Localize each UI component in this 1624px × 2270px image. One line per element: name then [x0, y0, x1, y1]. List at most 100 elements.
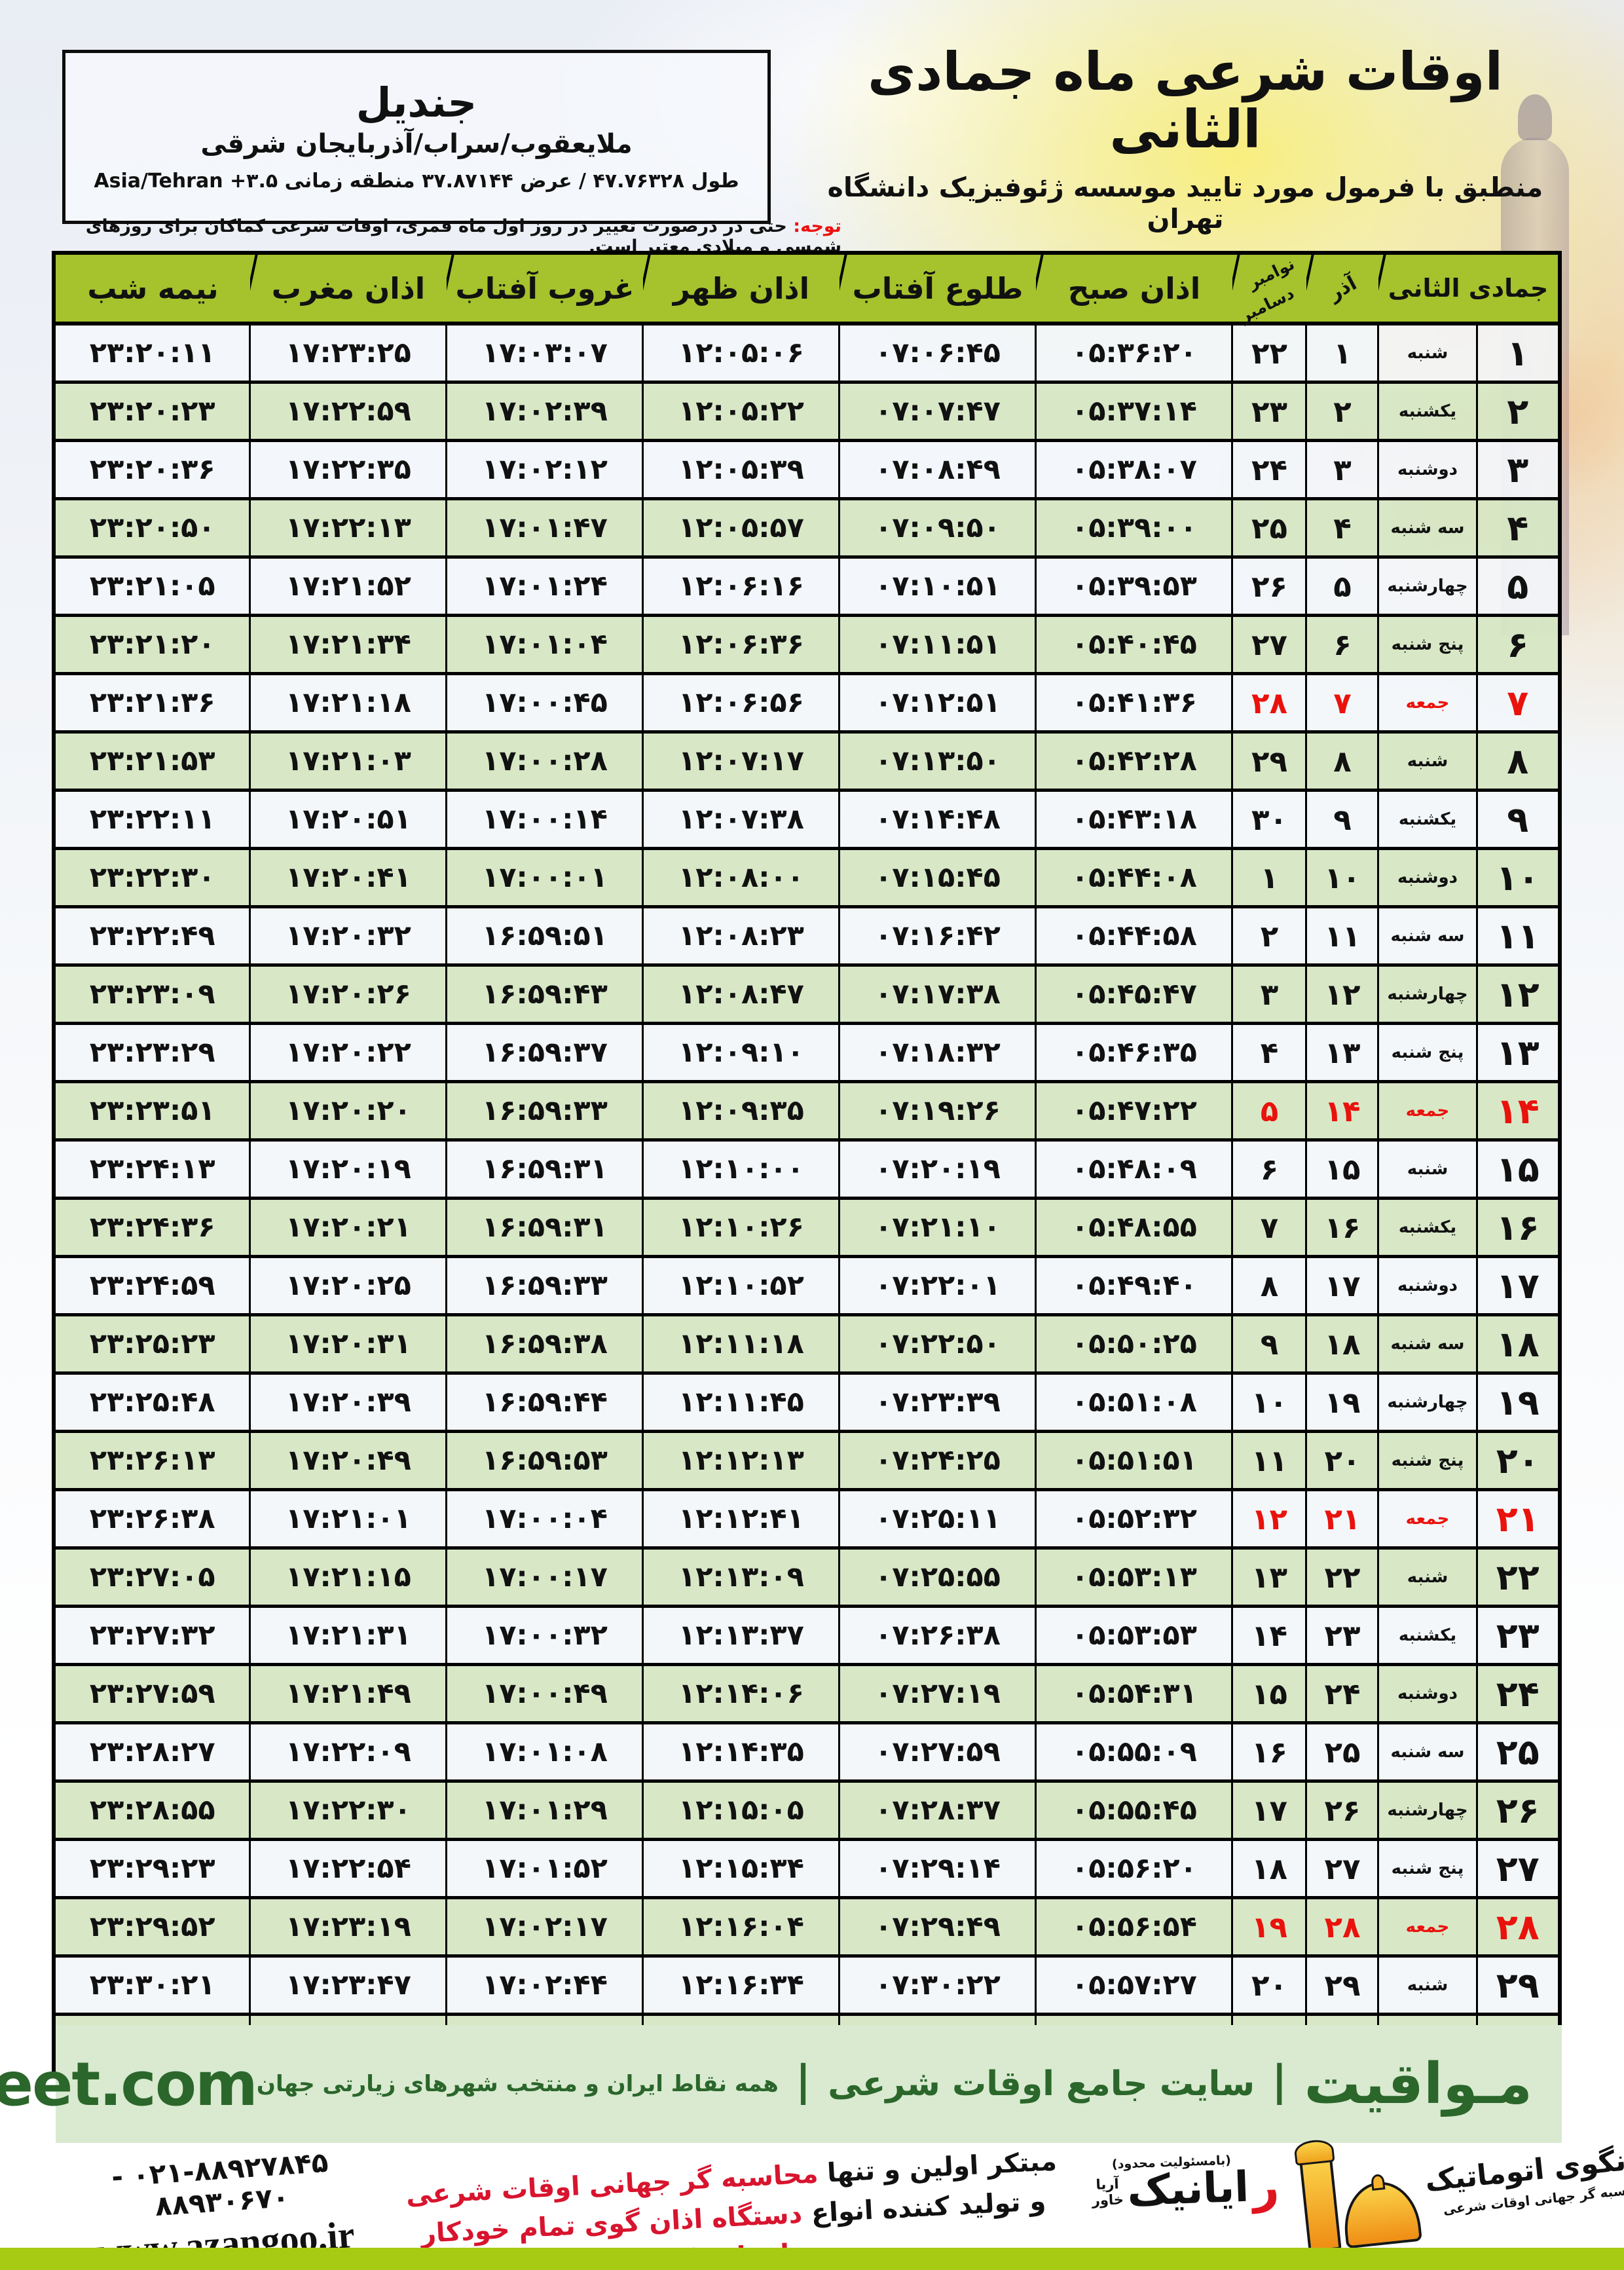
- dhuhr-time-cell: ۱۲:۱۲:۴۱: [642, 1488, 841, 1548]
- separator: |: [1272, 2057, 1287, 2106]
- location-coordinates: طول ۴۷.۷۶۳۲۸ / عرض ۳۷.۸۷۱۴۴ منطقه زمانی …: [94, 170, 739, 193]
- jumada-day-cell: ۳: [1475, 439, 1561, 499]
- jumada-day-cell: ۱۶: [1475, 1197, 1561, 1257]
- dhuhr-time-cell: ۱۲:۰۵:۲۲: [642, 381, 841, 441]
- maghrib-time-cell: ۱۷:۲۱:۰۳: [249, 730, 448, 791]
- table-row: ۱۷ دوشنبه ۱۷ ۸ ۰۵:۴۹:۴۰ ۰۷:۲۲:۰۱ ۱۲:۱۰:۵…: [52, 1255, 1561, 1315]
- sunset-time-cell: ۱۷:۰۰:۴۵: [445, 672, 644, 732]
- gregorian-day-cell: ۸: [1231, 1255, 1308, 1315]
- fajr-time-cell: ۰۵:۴۵:۴۷: [1035, 963, 1234, 1024]
- dhuhr-time-cell: ۱۲:۱۰:۵۲: [642, 1255, 841, 1315]
- azar-day-cell: ۲۶: [1305, 1779, 1380, 1840]
- jumada-day-cell: ۲۲: [1475, 1546, 1561, 1607]
- weekday-cell: یکشنبه: [1377, 381, 1478, 441]
- table-row: ۲۴ دوشنبه ۲۴ ۱۵ ۰۵:۵۴:۳۱ ۰۷:۲۷:۱۹ ۱۲:۱۴:…: [52, 1663, 1561, 1723]
- location-city: جندیل: [356, 78, 477, 126]
- prayer-times-table-wrap: جمادی الثانی آذر نوامبر دسامبر اذان صبح …: [51, 251, 1562, 2075]
- table-row: ۱۹ چهارشنبه ۱۹ ۱۰ ۰۵:۵۱:۰۸ ۰۷:۲۳:۳۹ ۱۲:۱…: [52, 1371, 1561, 1432]
- weekday-cell: دوشنبه: [1377, 1255, 1478, 1315]
- table-row: ۱۲ چهارشنبه ۱۲ ۳ ۰۵:۴۵:۴۷ ۰۷:۱۷:۳۸ ۱۲:۰۸…: [52, 963, 1561, 1024]
- jumada-day-cell: ۵: [1475, 555, 1561, 616]
- gregorian-day-cell: ۱۷: [1231, 1779, 1308, 1840]
- midnight-time-cell: ۲۳:۲۳:۵۱: [52, 1080, 251, 1140]
- azar-day-cell: ۹: [1305, 789, 1380, 849]
- maghrib-time-cell: ۱۷:۲۱:۳۴: [249, 614, 448, 674]
- gregorian-day-cell: ۱۴: [1231, 1605, 1308, 1665]
- jumada-day-cell: ۲۴: [1475, 1663, 1561, 1723]
- jumada-day-cell: ۲۵: [1475, 1721, 1561, 1781]
- sunset-time-cell: ۱۷:۰۲:۳۹: [445, 381, 644, 441]
- jumada-day-cell: ۱۹: [1475, 1371, 1561, 1432]
- midnight-time-cell: ۲۳:۲۸:۲۷: [52, 1721, 251, 1781]
- jumada-day-cell: ۲۳: [1475, 1605, 1561, 1665]
- dhuhr-time-cell: ۱۲:۱۱:۱۸: [642, 1313, 841, 1373]
- midnight-time-cell: ۲۳:۲۴:۱۳: [52, 1138, 251, 1199]
- table-row: ۲۶ چهارشنبه ۲۶ ۱۷ ۰۵:۵۵:۴۵ ۰۷:۲۸:۳۷ ۱۲:۱…: [52, 1779, 1561, 1840]
- gregorian-day-cell: ۲۴: [1231, 439, 1308, 499]
- midnight-time-cell: ۲۳:۲۴:۵۹: [52, 1255, 251, 1315]
- maghrib-time-cell: ۱۷:۲۰:۳۱: [249, 1313, 448, 1373]
- maghrib-time-cell: ۱۷:۲۰:۱۹: [249, 1138, 448, 1199]
- gregorian-day-cell: ۱۹: [1231, 1896, 1308, 1956]
- maghrib-time-cell: ۱۷:۲۱:۵۲: [249, 555, 448, 616]
- sunset-time-cell: ۱۷:۰۳:۰۷: [445, 322, 644, 382]
- azar-day-cell: ۲۸: [1305, 1896, 1380, 1956]
- maghrib-time-cell: ۱۷:۲۰:۲۶: [249, 963, 448, 1024]
- sunrise-time-cell: ۰۷:۲۰:۱۹: [838, 1138, 1037, 1199]
- fajr-time-cell: ۰۵:۴۴:۰۸: [1035, 847, 1234, 907]
- azar-day-cell: ۱۷: [1305, 1255, 1380, 1315]
- dome-icon: [1340, 2178, 1422, 2249]
- sunset-time-cell: ۱۷:۰۱:۲۴: [445, 555, 644, 616]
- maghrib-time-cell: ۱۷:۲۰:۲۲: [249, 1022, 448, 1082]
- table-row: ۲۷ پنج شنبه ۲۷ ۱۸ ۰۵:۵۶:۲۰ ۰۷:۲۹:۱۴ ۱۲:۱…: [52, 1838, 1561, 1898]
- dhuhr-time-cell: ۱۲:۰۶:۱۶: [642, 555, 841, 616]
- rayanik-initial-letter: ر: [1251, 2159, 1280, 2214]
- azar-day-cell: ۱۵: [1305, 1138, 1380, 1199]
- gregorian-day-cell: ۲۰: [1231, 1954, 1308, 2015]
- table-row: ۲ یکشنبه ۲ ۲۳ ۰۵:۳۷:۱۴ ۰۷:۰۷:۴۷ ۱۲:۰۵:۲۲…: [52, 381, 1561, 441]
- maghrib-time-cell: ۱۷:۲۳:۴۷: [249, 1954, 448, 2015]
- page-subtitle: منطبق با فرمول مورد تایید موسسه ژئوفیزیک…: [827, 172, 1543, 234]
- column-header-jumada: جمادی الثانی: [1378, 253, 1560, 326]
- sunrise-time-cell: ۰۷:۰۷:۴۷: [838, 381, 1037, 441]
- weekday-cell: سه شنبه: [1377, 905, 1478, 965]
- azar-day-cell: ۱۲: [1305, 963, 1380, 1024]
- midnight-time-cell: ۲۳:۲۰:۳۶: [52, 439, 251, 499]
- gregorian-day-cell: ۲: [1231, 905, 1308, 965]
- rayanik-logo: (بامسئولیت محدود) ر ایانیک آریا خاور: [1047, 2150, 1324, 2216]
- gregorian-day-cell: ۲۵: [1231, 497, 1308, 557]
- midnight-time-cell: ۲۳:۲۳:۲۹: [52, 1022, 251, 1082]
- sunset-time-cell: ۱۶:۵۹:۳۱: [445, 1138, 644, 1199]
- jumada-day-cell: ۱۱: [1475, 905, 1561, 965]
- page-title: اوقات شرعی ماه جمادی الثانی: [867, 41, 1504, 160]
- table-row: ۹ یکشنبه ۹ ۳۰ ۰۵:۴۳:۱۸ ۰۷:۱۴:۴۸ ۱۲:۰۷:۳۸…: [52, 789, 1561, 849]
- sunrise-time-cell: ۰۷:۰۶:۴۵: [838, 322, 1037, 382]
- sunset-time-cell: ۱۷:۰۰:۰۱: [445, 847, 644, 907]
- maghrib-time-cell: ۱۷:۲۱:۱۸: [249, 672, 448, 732]
- azar-day-cell: ۲۰: [1305, 1430, 1380, 1490]
- maghrib-time-cell: ۱۷:۲۱:۱۵: [249, 1546, 448, 1607]
- gregorian-day-cell: ۲۶: [1231, 555, 1308, 616]
- dhuhr-time-cell: ۱۲:۱۰:۰۰: [642, 1138, 841, 1199]
- gregorian-day-cell: ۲۳: [1231, 381, 1308, 441]
- sunrise-time-cell: ۰۷:۱۱:۵۱: [838, 614, 1037, 674]
- table-row: ۴ سه شنبه ۴ ۲۵ ۰۵:۳۹:۰۰ ۰۷:۰۹:۵۰ ۱۲:۰۵:۵…: [52, 497, 1561, 557]
- maghrib-time-cell: ۱۷:۲۱:۰۱: [249, 1488, 448, 1548]
- jumada-day-cell: ۲: [1475, 381, 1561, 441]
- mavaqeet-tagline: همه نقاط ایران و منتخب شهرهای زیارتی جها…: [256, 2071, 779, 2097]
- weekday-cell: شنبه: [1377, 1138, 1478, 1199]
- table-row: ۱۴ جمعه ۱۴ ۵ ۰۵:۴۷:۲۲ ۰۷:۱۹:۲۶ ۱۲:۰۹:۳۵ …: [52, 1080, 1561, 1140]
- gregorian-day-cell: ۳۰: [1231, 789, 1308, 849]
- column-header-azar: آذر: [1306, 253, 1378, 326]
- sunrise-time-cell: ۰۷:۲۳:۳۹: [838, 1371, 1037, 1432]
- table-body: ۱ شنبه ۱ ۲۲ ۰۵:۳۶:۲۰ ۰۷:۰۶:۴۵ ۱۲:۰۵:۰۶ ۱…: [52, 322, 1561, 2073]
- jumada-day-cell: ۱۸: [1475, 1313, 1561, 1373]
- azar-day-cell: ۱۸: [1305, 1313, 1380, 1373]
- jumada-day-cell: ۲۶: [1475, 1779, 1561, 1840]
- location-box: جندیل ملایعقوب/سراب/آذربایجان شرقی طول ۴…: [62, 50, 771, 224]
- weekday-cell: یکشنبه: [1377, 1197, 1478, 1257]
- notice-line: توجه: حتی در درصورت تغییر در روز اول ماه…: [56, 216, 841, 257]
- jumada-day-cell: ۲۸: [1475, 1896, 1561, 1956]
- sunrise-time-cell: ۰۷:۲۹:۱۴: [838, 1838, 1037, 1898]
